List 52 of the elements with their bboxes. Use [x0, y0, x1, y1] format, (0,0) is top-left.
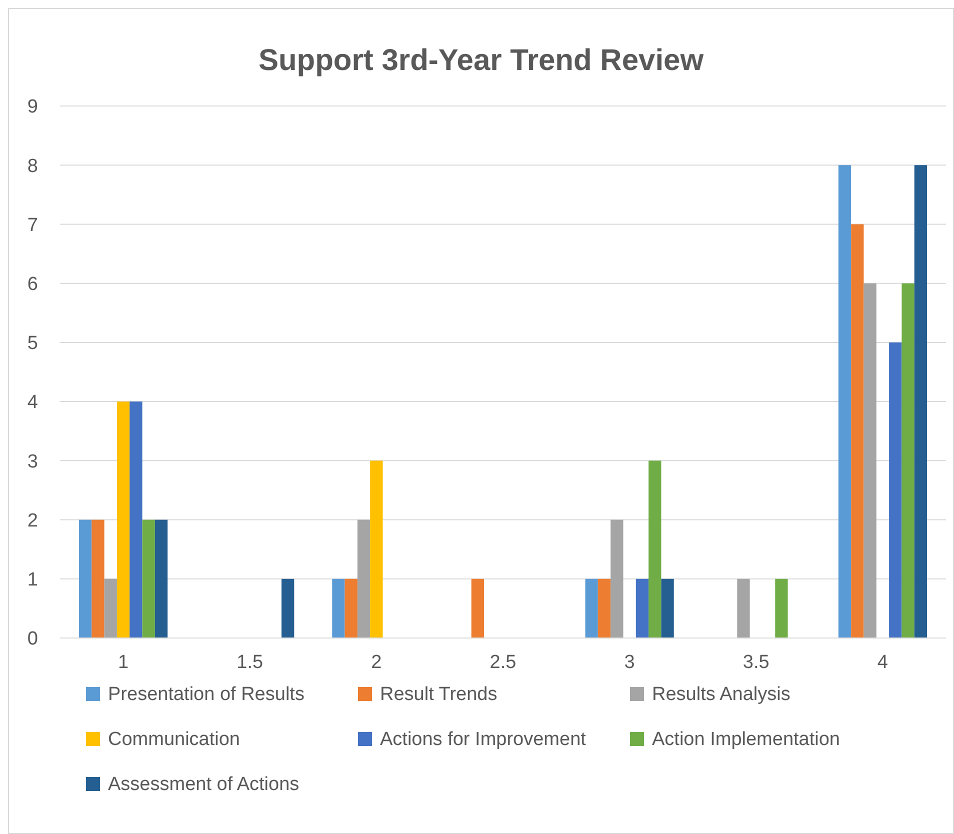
bar	[838, 165, 852, 638]
bar	[154, 520, 168, 638]
chart-title: Support 3rd-Year Trend Review	[258, 44, 704, 77]
bar	[142, 520, 155, 638]
bar	[130, 402, 142, 638]
x-tick-label: 2.5	[490, 652, 516, 673]
legend-label: Communication	[108, 729, 240, 750]
bar	[737, 578, 750, 638]
legend-label: Result Trends	[380, 684, 498, 705]
legend-label: Assessment of Actions	[108, 774, 300, 795]
bar	[864, 283, 876, 638]
y-tick-label: 7	[27, 214, 38, 236]
legend-label: Action Implementation	[652, 729, 840, 750]
x-tick-label: 4	[877, 652, 888, 673]
bar	[357, 520, 370, 638]
bar	[889, 342, 902, 638]
bar	[598, 578, 611, 638]
y-tick-label: 5	[27, 333, 38, 354]
bar	[914, 165, 928, 638]
y-tick-label: 1	[27, 570, 38, 591]
y-tick-label: 6	[27, 274, 38, 295]
bar	[104, 578, 117, 638]
bar	[116, 402, 130, 638]
bar	[370, 460, 383, 638]
y-tick-label: 4	[27, 392, 38, 414]
bar	[902, 283, 914, 638]
legend-label: Actions for Improvement	[380, 729, 587, 750]
bar	[636, 578, 649, 638]
x-tick-label: 2	[371, 652, 382, 673]
bar	[92, 520, 104, 638]
bar	[344, 578, 358, 638]
legend-label: Results Analysis	[652, 684, 790, 705]
x-tick-label: 3.5	[742, 652, 770, 673]
bar	[851, 224, 864, 638]
bar	[610, 520, 624, 638]
y-tick-label: 9	[27, 96, 38, 118]
y-tick-label: 0	[27, 628, 38, 650]
bar	[775, 578, 788, 638]
x-tick-label: 1.5	[236, 652, 264, 673]
bar	[282, 578, 294, 638]
x-tick-label: 3	[624, 652, 635, 673]
bar	[332, 578, 345, 638]
bar	[648, 460, 662, 638]
y-tick-label: 8	[27, 156, 38, 177]
bar	[661, 578, 674, 638]
y-tick-label: 2	[27, 510, 38, 532]
bar	[78, 520, 92, 638]
y-tick-label: 3	[27, 451, 38, 472]
bar	[471, 578, 484, 638]
bar	[585, 578, 598, 638]
x-tick-label: 1	[118, 652, 129, 673]
legend-label: Presentation of Results	[108, 684, 304, 705]
